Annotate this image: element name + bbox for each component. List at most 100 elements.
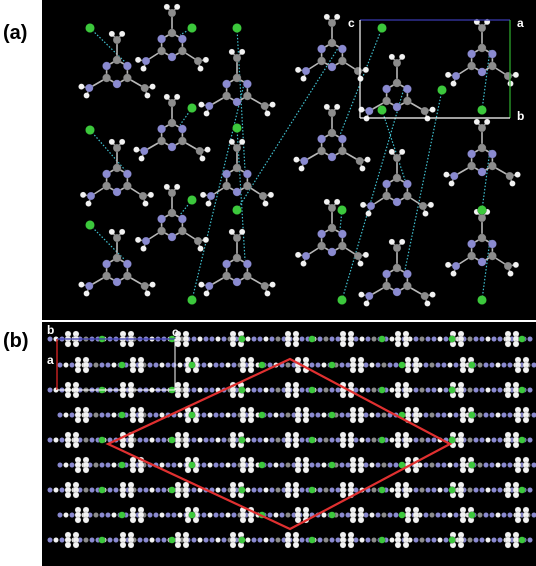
hydrogen-atom (422, 210, 429, 217)
methyl-hydrogen (284, 491, 292, 499)
nitrogen-atom (177, 214, 187, 224)
layer-atom (527, 437, 533, 443)
chloride-ion (187, 195, 197, 205)
layer-atom (93, 512, 99, 518)
hydrogen-atom (83, 290, 90, 297)
methyl-hydrogen (339, 340, 347, 348)
chloride-ion (85, 23, 95, 33)
chloride-ion (187, 23, 197, 33)
hydrogen-atom (364, 156, 371, 163)
carbon-atom (327, 108, 337, 118)
hydrogen-atom (199, 155, 206, 162)
layer-atom (83, 487, 89, 493)
layer-atom (387, 512, 393, 518)
carbon-atom (353, 251, 363, 261)
hydrogen-atom (149, 281, 156, 288)
hydrogen-bond (341, 84, 406, 301)
methyl-hydrogen (137, 416, 145, 424)
layer-atom (479, 437, 485, 443)
methyl-hydrogen (292, 340, 300, 348)
layer-atom (299, 387, 305, 393)
methyl-hydrogen (514, 466, 522, 474)
methyl-hydrogen (514, 416, 522, 424)
methyl-hydrogen (522, 466, 530, 474)
carbon-atom (232, 143, 242, 153)
layer-atom (285, 412, 291, 418)
layer-atom (69, 462, 75, 468)
methyl-hydrogen (82, 416, 90, 424)
layer-atom (279, 512, 285, 518)
chloride-ion (477, 105, 487, 115)
layer-atom (63, 412, 69, 418)
layer-atom (413, 336, 419, 342)
layer-atom (107, 487, 113, 493)
nitrogen-atom (366, 201, 376, 211)
methyl-hydrogen (339, 541, 347, 549)
layer-atom (413, 437, 419, 443)
layer-atom (219, 412, 225, 418)
nitrogen-atom (102, 61, 112, 71)
hydrogen-atom (173, 3, 181, 11)
layer-atom (371, 336, 377, 342)
hydrogen-atom (358, 106, 365, 113)
carbon-atom (392, 58, 402, 68)
layer-atom (221, 336, 227, 342)
layer-atom (375, 512, 381, 518)
hydrogen-atom (108, 228, 116, 236)
layer-atom (389, 336, 395, 342)
hydrogen-atom (333, 103, 341, 111)
methyl-hydrogen (402, 491, 410, 499)
hydrogen-atom (118, 30, 126, 38)
chloride-ion (377, 105, 387, 115)
layer-atom (171, 462, 177, 468)
carbon-atom (177, 226, 187, 236)
layer-atom (279, 412, 285, 418)
layer-atom (467, 487, 473, 493)
layer-atom (497, 387, 503, 393)
carbon-atom (193, 236, 203, 246)
nitrogen-atom (205, 281, 214, 291)
methyl-hydrogen (349, 416, 357, 424)
hydrogen-atom (79, 191, 87, 199)
layer-atom (147, 512, 153, 518)
layer-atom (495, 362, 501, 368)
carbon-atom (382, 96, 392, 106)
layer-atom (483, 362, 489, 368)
chloride-ion (168, 486, 176, 494)
hydrogen-atom (147, 191, 155, 199)
chloride-ion (518, 436, 526, 444)
hydrogen-atom (118, 138, 126, 146)
layer-atom (497, 487, 503, 493)
carbon-atom (392, 173, 402, 183)
layer-atom (441, 362, 447, 368)
layer-atom (251, 487, 257, 493)
methyl-hydrogen (459, 416, 467, 424)
layer-atom (251, 387, 257, 393)
chloride-ion (238, 335, 246, 343)
layer-atom (159, 512, 165, 518)
methyl-hydrogen (229, 541, 237, 549)
carbon-atom (140, 281, 149, 291)
hydrogen-atom (444, 71, 452, 79)
hydrogen-atom (262, 200, 269, 207)
layer-atom (309, 362, 315, 368)
methyl-hydrogen (74, 416, 82, 424)
nitrogen-atom (327, 152, 337, 162)
layer-atom (489, 412, 495, 418)
hydrogen-bond (404, 89, 443, 271)
methyl-hydrogen (184, 416, 192, 424)
methyl-hydrogen (412, 466, 420, 474)
nitrogen-atom (317, 134, 327, 144)
methyl-hydrogen (522, 516, 530, 524)
carbon-atom (467, 161, 477, 171)
layer-atom (269, 437, 275, 443)
layer-atom (371, 487, 377, 493)
layer-atom (381, 462, 387, 468)
methyl-hydrogen (457, 391, 465, 399)
methyl-hydrogen (339, 491, 347, 499)
methyl-hydrogen (74, 466, 82, 474)
hydrogen-atom (238, 48, 246, 56)
carbon-atom (167, 118, 177, 128)
methyl-hydrogen (74, 366, 82, 374)
methyl-hydrogen (137, 366, 145, 374)
